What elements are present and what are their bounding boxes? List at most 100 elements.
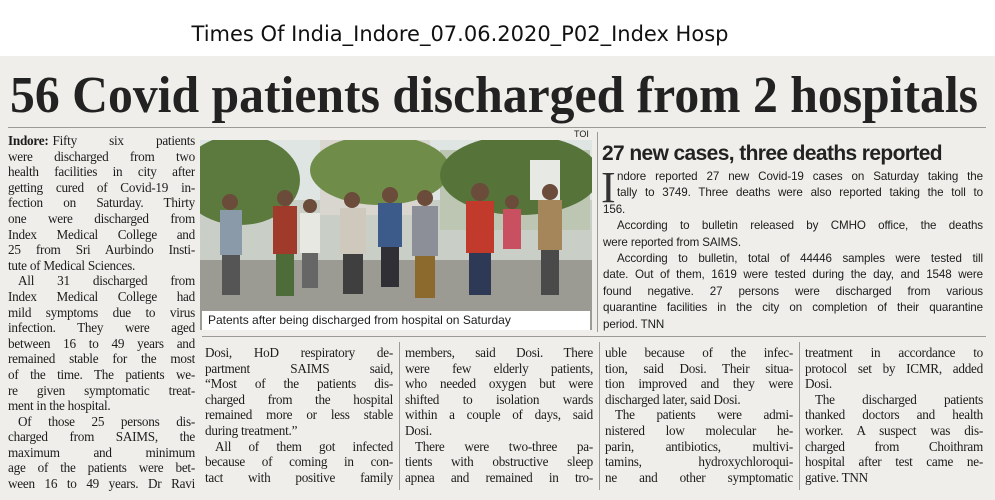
sidebar: ndore reported 27 new Covid-19 cases on … — [603, 170, 983, 334]
text-line: tion, said Dosi. Their situa- — [605, 360, 793, 376]
text-line: between 16 to 49 years and — [8, 335, 195, 351]
text-line: who needed oxygen but were — [405, 376, 593, 392]
column: Dosi, HoD respiratory de-partment SAIMS … — [205, 345, 393, 485]
text-line: re given symptomatic treat- — [8, 382, 195, 398]
text-line: tients with obstructive sleep — [405, 454, 593, 470]
paragraph: According to bulletin released by CMHO o… — [603, 219, 983, 252]
text-line: ne and other symptomatic — [605, 469, 793, 485]
text-line: were discharged from two — [8, 148, 195, 164]
text-line: remained more or less stable — [205, 407, 393, 423]
column: treatment in accordance to protocol set b… — [805, 345, 983, 485]
paragraph: treatment in accordance to protocol set b… — [805, 345, 983, 392]
text-line: thanked doctors and health — [805, 407, 983, 423]
text-line: age of the patients were bet- — [8, 460, 195, 476]
text-line: partment SAIMS said, — [205, 360, 393, 376]
text-line: shifted to isolation wards — [405, 391, 593, 407]
column: uble because of the infec-tion, said Dos… — [605, 345, 793, 485]
text-line: health facilities in city after — [8, 164, 195, 180]
text-line: getting cured of Covid-19 in- — [8, 179, 195, 195]
text-line: maximum and minimum — [8, 444, 195, 460]
text-line: gative. TNN — [805, 469, 868, 485]
paragraph: All 31 discharged from Index Medical Coll… — [8, 273, 195, 413]
headline: 56 Covid patients discharged from 2 hosp… — [10, 67, 978, 124]
text-line: ndore reported 27 new Covid-19 cases on … — [617, 170, 983, 183]
paragraph: Dosi, HoD respiratory de-partment SAIMS … — [205, 345, 393, 439]
rule — [202, 336, 986, 337]
text-line: mild symptoms due to virus — [8, 304, 195, 320]
text-line: Fifty six patients — [52, 133, 195, 148]
text-line: hospital after test came ne- — [805, 454, 983, 470]
text-line: Dosi. — [805, 376, 832, 392]
text-line: tact with positive family — [205, 469, 393, 485]
text-line: period. TNN — [603, 317, 665, 331]
paragraph: Of those 25 persons dis-charged from SAI… — [8, 414, 195, 492]
rule — [8, 127, 986, 128]
credit: TOI — [574, 129, 589, 139]
text-line: members, said Dosi. There — [405, 345, 593, 360]
text-line: remained stable for the most — [8, 351, 195, 367]
rule — [597, 132, 598, 332]
text-line: discharged later, said Dosi. — [605, 391, 741, 407]
text-line: Index Medical College had — [8, 288, 195, 304]
text-line: were reported from SAIMS. — [603, 235, 741, 249]
drop-cap: I — [601, 163, 616, 212]
text-line: tally to 3749. Three deaths were also re… — [617, 186, 983, 200]
rule — [599, 342, 600, 490]
paragraph: According to bulletin, total of 44446 sa… — [603, 252, 983, 334]
text-line: date. Out of them, 1619 were tested duri… — [603, 268, 983, 282]
file-caption: Times Of India_Indore_07.06.2020_P02_Ind… — [191, 22, 729, 46]
text-line: Indore: Fifty six patients — [8, 133, 195, 149]
paragraph: The discharged patients thanked doctors a… — [805, 392, 983, 486]
dateline: Indore: — [8, 133, 49, 148]
text-line: worker. A suspect was dis- — [805, 422, 983, 438]
text-line: found negative. 27 persons were discharg… — [603, 284, 983, 298]
paragraph: uble because of the infec-tion, said Dos… — [605, 345, 793, 407]
text-line: quarantine facilities in the city on com… — [603, 301, 983, 315]
text-line: The discharged patients — [815, 391, 983, 407]
text-line: because of coming in con- — [205, 454, 393, 470]
rule — [399, 342, 400, 490]
text-line: Index Medical College and — [8, 226, 195, 242]
text-line: All 31 discharged from — [18, 273, 195, 289]
sidebar-heading: 27 new cases, three deaths reported — [602, 142, 943, 165]
text-line: apnea and remained in tro- — [405, 469, 593, 485]
paragraph: members, said Dosi. There were few elderl… — [405, 345, 593, 439]
text-line: ment in the hospital. — [8, 398, 111, 414]
text-line: 156. — [603, 202, 626, 216]
text-line: tamins, hydroxychloroqui- — [605, 454, 793, 470]
photo — [200, 140, 592, 330]
text-line: According to bulletin released by CMHO o… — [617, 219, 983, 233]
text-line: charged from Choithram — [805, 438, 983, 454]
text-line: protocol set by ICMR, added — [805, 360, 983, 376]
text-line: According to bulletin, total of 44446 sa… — [617, 251, 983, 265]
text-line: charged from the hospital — [205, 391, 393, 407]
text-line: fection on Saturday. Thirty — [8, 195, 195, 211]
text-line: “Most of the patients dis- — [205, 376, 393, 392]
photo-caption: Patents after being discharged from hosp… — [202, 311, 590, 330]
paragraph: There were two-three pa-tients with obst… — [405, 439, 593, 486]
people — [220, 183, 562, 298]
text-line: Dosi, HoD respiratory de- — [205, 345, 393, 360]
paragraph: Indore: Fifty six patients were discharged… — [8, 133, 195, 273]
text-line: one were discharged from — [8, 210, 195, 226]
text-line: The patients were admi- — [615, 407, 793, 423]
paragraph: ndore reported 27 new Covid-19 cases on … — [603, 170, 983, 219]
text-line: within a couple of days, said — [405, 407, 593, 423]
text-line: 25 from Sri Aurbindo Insti- — [8, 242, 195, 258]
text-line: charged from SAIMS, the — [8, 429, 195, 445]
text-line: of the time. The patients we- — [8, 366, 195, 382]
paragraph: The patients were admi-nistered low mole… — [605, 407, 793, 485]
text-line: treatment in accordance to — [805, 345, 983, 360]
text-line: during treatment.” — [205, 422, 298, 438]
text-line: There were two-three pa- — [415, 438, 593, 454]
text-line: All of them got infected — [215, 438, 393, 454]
text-line: infection. They were aged — [8, 320, 195, 336]
text-line: Dosi. — [405, 422, 432, 438]
text-line: tion improved and they were — [605, 376, 793, 392]
text-line: ween 16 to 49 years. Dr Ravi — [8, 476, 195, 492]
text-line: parin, antibiotics, multivi- — [605, 438, 793, 454]
paragraph: All of them got infected because of comin… — [205, 439, 393, 486]
text-line: nistered low molecular he- — [605, 422, 793, 438]
left-column: Indore: Fifty six patients were discharged… — [8, 133, 195, 492]
